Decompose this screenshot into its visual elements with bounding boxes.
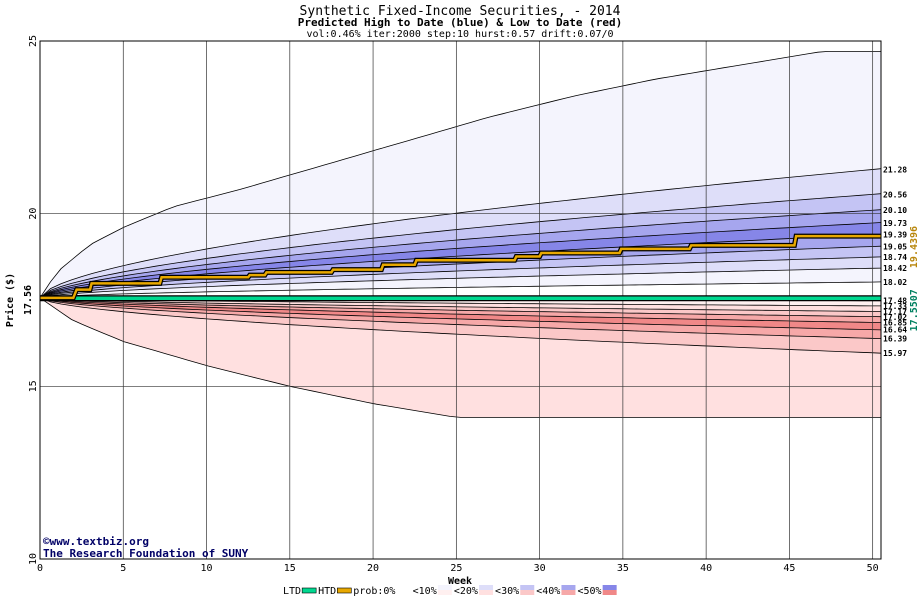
lower-band bbox=[40, 297, 881, 330]
legend-upper-swatch bbox=[437, 585, 452, 590]
band-boundary bbox=[39, 168, 882, 299]
band-value-label: 16.64 bbox=[883, 326, 907, 335]
band-boundary bbox=[39, 297, 881, 418]
htd-line bbox=[40, 234, 881, 300]
band-boundary bbox=[39, 193, 882, 299]
band-value-label: 20.56 bbox=[883, 190, 907, 199]
band-boundary bbox=[39, 297, 882, 354]
upper-band bbox=[40, 246, 881, 298]
band-boundary bbox=[39, 222, 882, 299]
legend-lower-swatch bbox=[561, 590, 576, 595]
legend-label: HTD bbox=[318, 586, 336, 597]
x-tick-label: 45 bbox=[783, 563, 795, 574]
start-price-label: 17.56 bbox=[23, 285, 34, 315]
legend-lower-swatch bbox=[396, 590, 411, 595]
legend-label: <20% bbox=[454, 586, 478, 597]
upper-band bbox=[40, 193, 881, 298]
x-tick-label: 0 bbox=[37, 563, 43, 574]
legend-label: LTD bbox=[283, 586, 301, 597]
band-value-label: 18.74 bbox=[883, 253, 907, 262]
band-boundary bbox=[39, 267, 882, 299]
upper-band bbox=[40, 222, 881, 298]
x-tick-label: 40 bbox=[700, 563, 712, 574]
plot-area: 0 5 10 15 20 25 30 35 40 45 50 10 15 20 25 21.28 20.56 20… bbox=[28, 35, 920, 574]
x-tick-label: 5 bbox=[120, 563, 126, 574]
chart-params: vol:0.46% iter:2000 step:10 hurst:0.57 d… bbox=[306, 29, 613, 40]
band-boundary bbox=[39, 245, 882, 299]
band-value-label: 17.33 bbox=[883, 302, 907, 311]
band-boundary bbox=[39, 51, 881, 299]
legend-lower-swatch bbox=[479, 590, 494, 595]
legend-label: prob:0% bbox=[353, 586, 395, 597]
credit-url: ©www.textbiz.org bbox=[43, 535, 149, 548]
credit-org: The Research Foundation of SUNY bbox=[43, 547, 249, 560]
legend: LTD HTD prob:0% <10% <20% <30% <40% <50% bbox=[283, 585, 617, 597]
chart-subtitle: Predicted High to Date (blue) & Low to D… bbox=[298, 16, 623, 29]
band-boundary bbox=[39, 297, 882, 318]
legend-label: <10% bbox=[413, 586, 437, 597]
band-value-label: 16.39 bbox=[883, 334, 907, 343]
band-boundary bbox=[39, 209, 882, 299]
band-value-label: 19.05 bbox=[883, 242, 907, 251]
band-value-label: 18.02 bbox=[883, 278, 907, 287]
lower-band bbox=[40, 297, 881, 323]
lower-band bbox=[40, 297, 881, 418]
band-boundary bbox=[39, 256, 882, 299]
legend-upper-swatch bbox=[602, 585, 617, 590]
legend-upper-swatch bbox=[396, 585, 411, 590]
band-value-label: 17.48 bbox=[883, 297, 907, 306]
x-tick-label: 25 bbox=[450, 563, 462, 574]
band-value-label: 21.28 bbox=[883, 165, 907, 174]
band-boundary bbox=[39, 297, 882, 331]
plot-frame bbox=[39, 40, 882, 560]
legend-upper-swatch bbox=[561, 585, 576, 590]
x-tick-label: 15 bbox=[284, 563, 296, 574]
y-tick-label: 15 bbox=[28, 380, 39, 392]
x-axis-label: Week bbox=[448, 576, 472, 587]
legend-upper-swatch bbox=[479, 585, 494, 590]
legend-label: <40% bbox=[536, 586, 560, 597]
legend-lower-swatch bbox=[520, 590, 535, 595]
legend-label: <30% bbox=[495, 586, 519, 597]
htd-final-label: 19.4396 bbox=[909, 226, 920, 268]
lower-band bbox=[40, 297, 881, 354]
upper-band bbox=[40, 268, 881, 298]
chart-title: Synthetic Fixed-Income Securities, - 201… bbox=[300, 4, 621, 19]
band-boundary bbox=[39, 297, 882, 339]
y-tick-label: 10 bbox=[28, 553, 39, 565]
legend-line-swatch bbox=[301, 587, 317, 594]
upper-band bbox=[40, 51, 881, 298]
upper-band bbox=[40, 168, 881, 298]
band-value-label: 16.85 bbox=[883, 319, 907, 328]
x-tick-label: 30 bbox=[534, 563, 546, 574]
y-tick-label: 20 bbox=[28, 208, 39, 220]
band-value-label: 17.17 bbox=[883, 308, 907, 317]
legend-line-swatch bbox=[336, 587, 352, 594]
y-axis-label: Price ($) bbox=[4, 273, 16, 327]
x-tick-label: 50 bbox=[867, 563, 879, 574]
band-value-label: 19.73 bbox=[883, 219, 907, 228]
band-value-label: 15.97 bbox=[883, 349, 907, 358]
legend-lower-swatch bbox=[602, 590, 617, 595]
upper-band bbox=[40, 209, 881, 298]
band-boundary bbox=[39, 281, 882, 299]
band-value-label: 17.02 bbox=[883, 313, 907, 322]
x-tick-label: 10 bbox=[201, 563, 213, 574]
ltd-final-label: 17.5507 bbox=[909, 289, 920, 331]
upper-band bbox=[40, 256, 881, 298]
band-value-label: 20.10 bbox=[883, 206, 907, 215]
legend-upper-swatch bbox=[520, 585, 535, 590]
lower-band bbox=[40, 297, 881, 339]
legend-lower-swatch bbox=[437, 590, 452, 595]
band-boundary bbox=[39, 297, 882, 323]
y-tick-label: 25 bbox=[28, 35, 39, 47]
band-boundary bbox=[39, 297, 882, 312]
legend-label: <50% bbox=[577, 586, 601, 597]
band-value-label: 19.39 bbox=[883, 231, 907, 240]
band-value-label: 18.42 bbox=[883, 264, 907, 273]
x-tick-label: 20 bbox=[367, 563, 379, 574]
lower-band bbox=[40, 297, 881, 312]
x-tick-label: 35 bbox=[617, 563, 629, 574]
